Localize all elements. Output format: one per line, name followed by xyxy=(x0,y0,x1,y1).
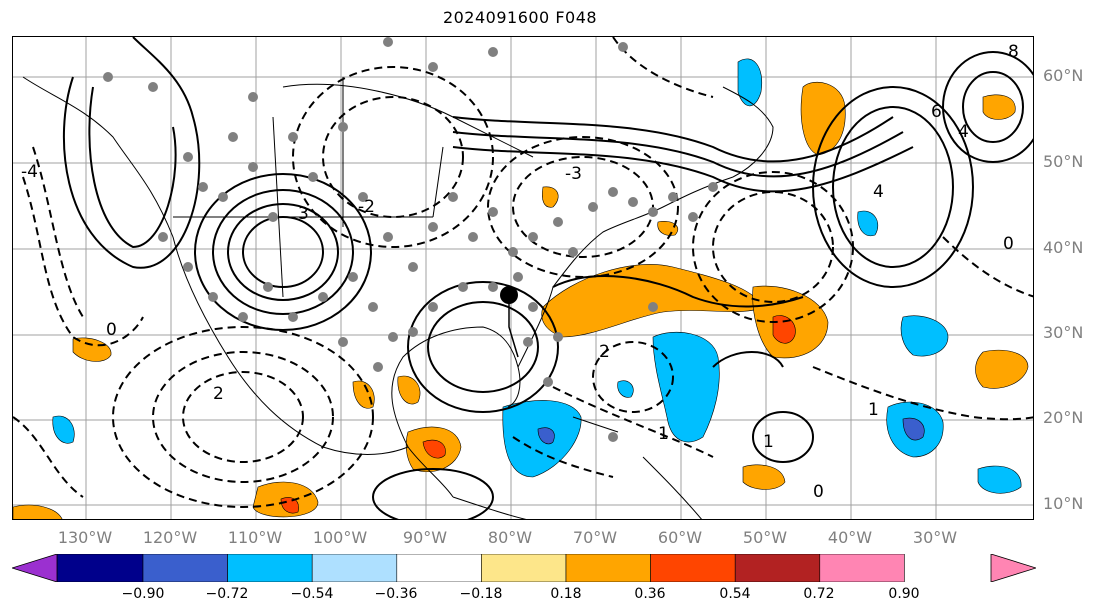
colorbar-cell xyxy=(565,554,651,582)
lon-label-80w: 80°W xyxy=(487,528,533,547)
storm-track xyxy=(508,295,519,358)
colorbar-cell xyxy=(142,554,228,582)
colorbar-extend-high xyxy=(990,554,1036,582)
contour-label: -3 xyxy=(565,164,582,184)
lat-label-20n: 20°N xyxy=(1043,408,1084,427)
lat-label-40n: 40°N xyxy=(1043,238,1084,257)
lat-label-60n: 60°N xyxy=(1043,66,1084,85)
contour-label: 1 xyxy=(658,424,669,444)
colorbar-cell xyxy=(734,554,821,582)
colorbar-cell xyxy=(819,554,905,582)
lon-label-50w: 50°W xyxy=(742,528,788,547)
colorbar-tick: −0.90 xyxy=(121,586,165,602)
colorbar-cell xyxy=(396,554,482,582)
lon-label-90w: 90°W xyxy=(402,528,448,547)
lon-label-100w: 100°W xyxy=(312,528,368,547)
lat-label-30n: 30°N xyxy=(1043,323,1084,342)
contour-label: -4 xyxy=(21,162,38,182)
colorbar-tick: −0.72 xyxy=(205,586,249,602)
colorbar-tick: 0.72 xyxy=(803,586,835,602)
colorbar-cell xyxy=(227,554,313,582)
colorbar-cell xyxy=(311,554,398,582)
colorbar-cells xyxy=(56,554,905,582)
observation-markers xyxy=(103,37,718,442)
colorbar-tick: −0.18 xyxy=(459,586,503,602)
colorbar xyxy=(12,554,1036,582)
contour-label: 3 xyxy=(298,204,309,224)
contour-label: -2 xyxy=(358,197,375,217)
colorbar-cell xyxy=(56,554,144,582)
lon-label-110w: 110°W xyxy=(227,528,283,547)
lon-label-130w: 130°W xyxy=(57,528,113,547)
lon-label-120w: 120°W xyxy=(142,528,198,547)
contour-labels: 0 2 -2 3 -3 4 -4 1 0 2 1 6 4 8 0 1 xyxy=(21,42,1019,502)
colorbar-tick: 0.90 xyxy=(888,586,920,602)
colorbar-tick: −0.54 xyxy=(290,586,334,602)
contour-label: 4 xyxy=(873,182,884,202)
contour-label: 2 xyxy=(213,384,224,404)
contour-label: 1 xyxy=(868,400,879,420)
contour-label: 4 xyxy=(958,122,969,142)
lon-label-30w: 30°W xyxy=(912,528,958,547)
lon-label-60w: 60°W xyxy=(657,528,703,547)
dashed-contours xyxy=(13,37,1033,508)
colorbar-tick: −0.36 xyxy=(374,586,418,602)
lon-label-40w: 40°W xyxy=(827,528,873,547)
contour-label: 0 xyxy=(813,482,824,502)
map-panel: 0 2 -2 3 -3 4 -4 1 0 2 1 6 4 8 0 1 xyxy=(12,36,1034,520)
contour-label: 1 xyxy=(763,432,774,452)
colorbar-tick: 0.18 xyxy=(550,586,582,602)
colorbar-extend-low xyxy=(12,554,58,582)
map-canvas: 0 2 -2 3 -3 4 -4 1 0 2 1 6 4 8 0 1 xyxy=(13,37,1033,519)
colorbar-tick: 0.54 xyxy=(719,586,751,602)
colorbar-cell xyxy=(650,554,736,582)
lat-label-10n: 10°N xyxy=(1043,494,1084,513)
contour-label: 0 xyxy=(1003,234,1014,254)
lon-label-70w: 70°W xyxy=(572,528,618,547)
contour-label: 0 xyxy=(106,320,117,340)
lat-label-50n: 50°N xyxy=(1043,152,1084,171)
contour-label: 6 xyxy=(931,102,942,122)
colorbar-tick: 0.36 xyxy=(634,586,666,602)
contour-label: 2 xyxy=(599,342,610,362)
contour-label: 8 xyxy=(1008,42,1019,62)
colorbar-cell xyxy=(481,554,567,582)
anomaly-fills xyxy=(13,58,1029,519)
map-title: 2024091600 F048 xyxy=(442,8,598,27)
solid-contours xyxy=(62,37,1033,519)
